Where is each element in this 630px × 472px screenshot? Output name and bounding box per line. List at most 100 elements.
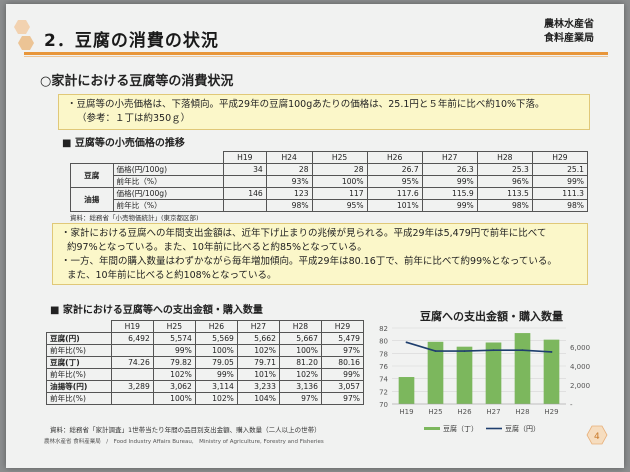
row-group-label: 豆腐 bbox=[70, 163, 114, 188]
section-heading-spending: ■ 家計における豆腐等への支出金額・購入数量 bbox=[50, 305, 263, 316]
table-header-row: H19 H25 H26 H27 H28 H29 bbox=[47, 320, 365, 333]
legend-label: 豆腐（丁） bbox=[443, 424, 478, 433]
source-note: 資料：総務省「家計調査」1世帯当たり年間の品目別支出金額、購入数量（二人以上の世… bbox=[50, 426, 321, 434]
table-row: 前年比（%） 98% 95% 101% 99% 98% 98% bbox=[71, 199, 589, 212]
table-row: 豆腐(丁) 74.26 79.82 79.05 79.71 81.20 80.1… bbox=[46, 356, 365, 369]
table-cell bbox=[110, 368, 154, 381]
table-cell: 5,667 bbox=[278, 332, 322, 345]
table-cell: 3,114 bbox=[194, 380, 238, 393]
table-cell: 99% bbox=[421, 175, 478, 188]
y-left-tick-label: 70 bbox=[379, 401, 388, 409]
table-cell: 96% bbox=[476, 175, 533, 188]
table-cell: 6,492 bbox=[110, 332, 154, 345]
ministry-line-1: 農林水産省 bbox=[544, 19, 594, 30]
table-cell: 100% bbox=[194, 344, 238, 357]
line-point bbox=[434, 350, 437, 352]
table-cell: 97% bbox=[278, 392, 322, 405]
table-cell: 79.05 bbox=[194, 356, 238, 369]
table-cell: 3,057 bbox=[320, 380, 365, 393]
table-row: 前年比(%) 100% 102% 104% 97% 97% bbox=[46, 392, 365, 405]
section-subtitle: ○家計における豆腐等の消費状況 bbox=[40, 74, 234, 89]
summary-line: ・豆腐等の小売価格は、下落傾向。平成29年の豆腐100gあたりの価格は、25.1… bbox=[67, 99, 545, 110]
table-cell: 74.26 bbox=[110, 356, 154, 369]
table-cell: 98% bbox=[476, 199, 533, 212]
table-cell: 5,574 bbox=[152, 332, 196, 345]
table-cell: 3,233 bbox=[236, 380, 280, 393]
table-cell: 104% bbox=[236, 392, 280, 405]
table-cell: 113.5 bbox=[476, 187, 533, 200]
spending-table: H19 H25 H26 H27 H28 H29 豆腐(円) 6,492 5,57… bbox=[46, 320, 365, 405]
title-rule-thin bbox=[24, 56, 608, 57]
table-header-cell: H25 bbox=[311, 151, 368, 164]
table-cell: 5,479 bbox=[320, 332, 365, 345]
chart-title: 豆腐への支出金額・購入数量 bbox=[420, 310, 563, 323]
table-header-cell: H29 bbox=[531, 151, 589, 164]
row-label: 油揚等(円) bbox=[46, 380, 112, 393]
table-cell: 99% bbox=[152, 344, 196, 357]
ministry-label: 農林水産省 食料産業局 bbox=[544, 18, 594, 46]
table-corner bbox=[71, 152, 224, 164]
table-header-cell: H27 bbox=[236, 320, 280, 333]
x-tick-label: H26 bbox=[457, 408, 472, 416]
summary-line: ・一方、年間の購入数量はわずかながら毎年増加傾向。平成29年は80.16丁で、前… bbox=[61, 256, 557, 267]
table-cell: 100% bbox=[278, 344, 322, 357]
y-left-tick-label: 78 bbox=[379, 350, 388, 358]
table-cell: 100% bbox=[152, 392, 196, 405]
table-header-cell: H28 bbox=[278, 320, 322, 333]
x-tick-label: H29 bbox=[544, 408, 558, 416]
bar bbox=[514, 333, 531, 404]
table-row: 豆腐(円) 6,492 5,574 5,569 5,662 5,667 5,47… bbox=[46, 332, 365, 345]
table-cell: 26.3 bbox=[421, 163, 478, 176]
spending-chart: 70 72 74 76 78 80 82 - 2,000 4,000 6,000 H19 H25 H26 H… bbox=[379, 325, 590, 433]
line-point bbox=[550, 351, 553, 353]
table-cell: 111.3 bbox=[531, 187, 589, 200]
table-cell: 117 bbox=[311, 187, 368, 200]
page-title: 2．豆腐の消費の状況 bbox=[44, 31, 219, 51]
y-left-tick-label: 82 bbox=[379, 325, 388, 333]
row-label: 前年比（%） bbox=[112, 175, 224, 188]
y-right-tick-label: 4,000 bbox=[570, 363, 590, 371]
table-cell: 5,662 bbox=[236, 332, 280, 345]
table-cell: 99% bbox=[194, 368, 238, 381]
table-row: 前年比（%） 93% 100% 95% 99% 96% 99% bbox=[71, 175, 589, 188]
y-left-tick-label: 76 bbox=[379, 363, 388, 371]
table-cell: 123 bbox=[265, 187, 313, 200]
y-right-tick-label: 6,000 bbox=[570, 344, 590, 352]
x-tick-label: H27 bbox=[486, 408, 500, 416]
table-header-cell: H27 bbox=[421, 151, 478, 164]
table-cell: 79.71 bbox=[236, 356, 280, 369]
line-point bbox=[521, 349, 524, 352]
page-number: 4 bbox=[594, 432, 600, 442]
summary-line: 約97%となっている。また、10年前に比べると約85%となっている。 bbox=[67, 242, 367, 253]
table-row: 油揚 価格(円/100g) 146 123 117 117.6 115.9 11… bbox=[70, 187, 589, 212]
table-row: 前年比(%) 102% 99% 101% 102% 99% bbox=[46, 368, 365, 381]
table-cell: 25.1 bbox=[531, 163, 589, 176]
table-cell: 98% bbox=[531, 199, 589, 212]
row-label: 前年比(%) bbox=[46, 392, 112, 405]
price-table: H19 H24 H25 H26 H27 H28 H29 豆腐 価格(円/100g… bbox=[70, 151, 589, 212]
summary-line: ・家計における豆腐への年間支出金額は、近年下げ止まりの兆候が見られる。平成29年… bbox=[61, 228, 547, 239]
table-header-cell: H26 bbox=[366, 151, 423, 164]
row-label: 価格(円/100g) bbox=[112, 163, 224, 176]
table-cell: 102% bbox=[194, 392, 238, 405]
table-header-cell: H24 bbox=[265, 151, 313, 164]
title-rule bbox=[24, 52, 608, 55]
line-point bbox=[463, 350, 466, 352]
table-cell: 146 bbox=[222, 187, 267, 200]
table-corner bbox=[47, 321, 112, 333]
table-cell: 99% bbox=[320, 368, 365, 381]
y-right-tick-label: 2,000 bbox=[570, 382, 590, 390]
table-cell bbox=[222, 175, 267, 188]
table-row: 前年比(%) 99% 100% 102% 100% 97% bbox=[46, 344, 365, 357]
table-cell: 3,062 bbox=[152, 380, 196, 393]
table-header-cell: H28 bbox=[476, 151, 533, 164]
table-cell: 117.6 bbox=[366, 187, 423, 200]
table-cell: 5,569 bbox=[194, 332, 238, 345]
bar bbox=[427, 341, 444, 404]
hexagon-decoration-icon bbox=[14, 20, 34, 50]
row-label: 豆腐(円) bbox=[46, 332, 112, 345]
table-cell: 100% bbox=[311, 175, 368, 188]
table-cell: 115.9 bbox=[421, 187, 478, 200]
table-header-cell: H19 bbox=[222, 151, 267, 164]
table-cell: 3,289 bbox=[110, 380, 154, 393]
